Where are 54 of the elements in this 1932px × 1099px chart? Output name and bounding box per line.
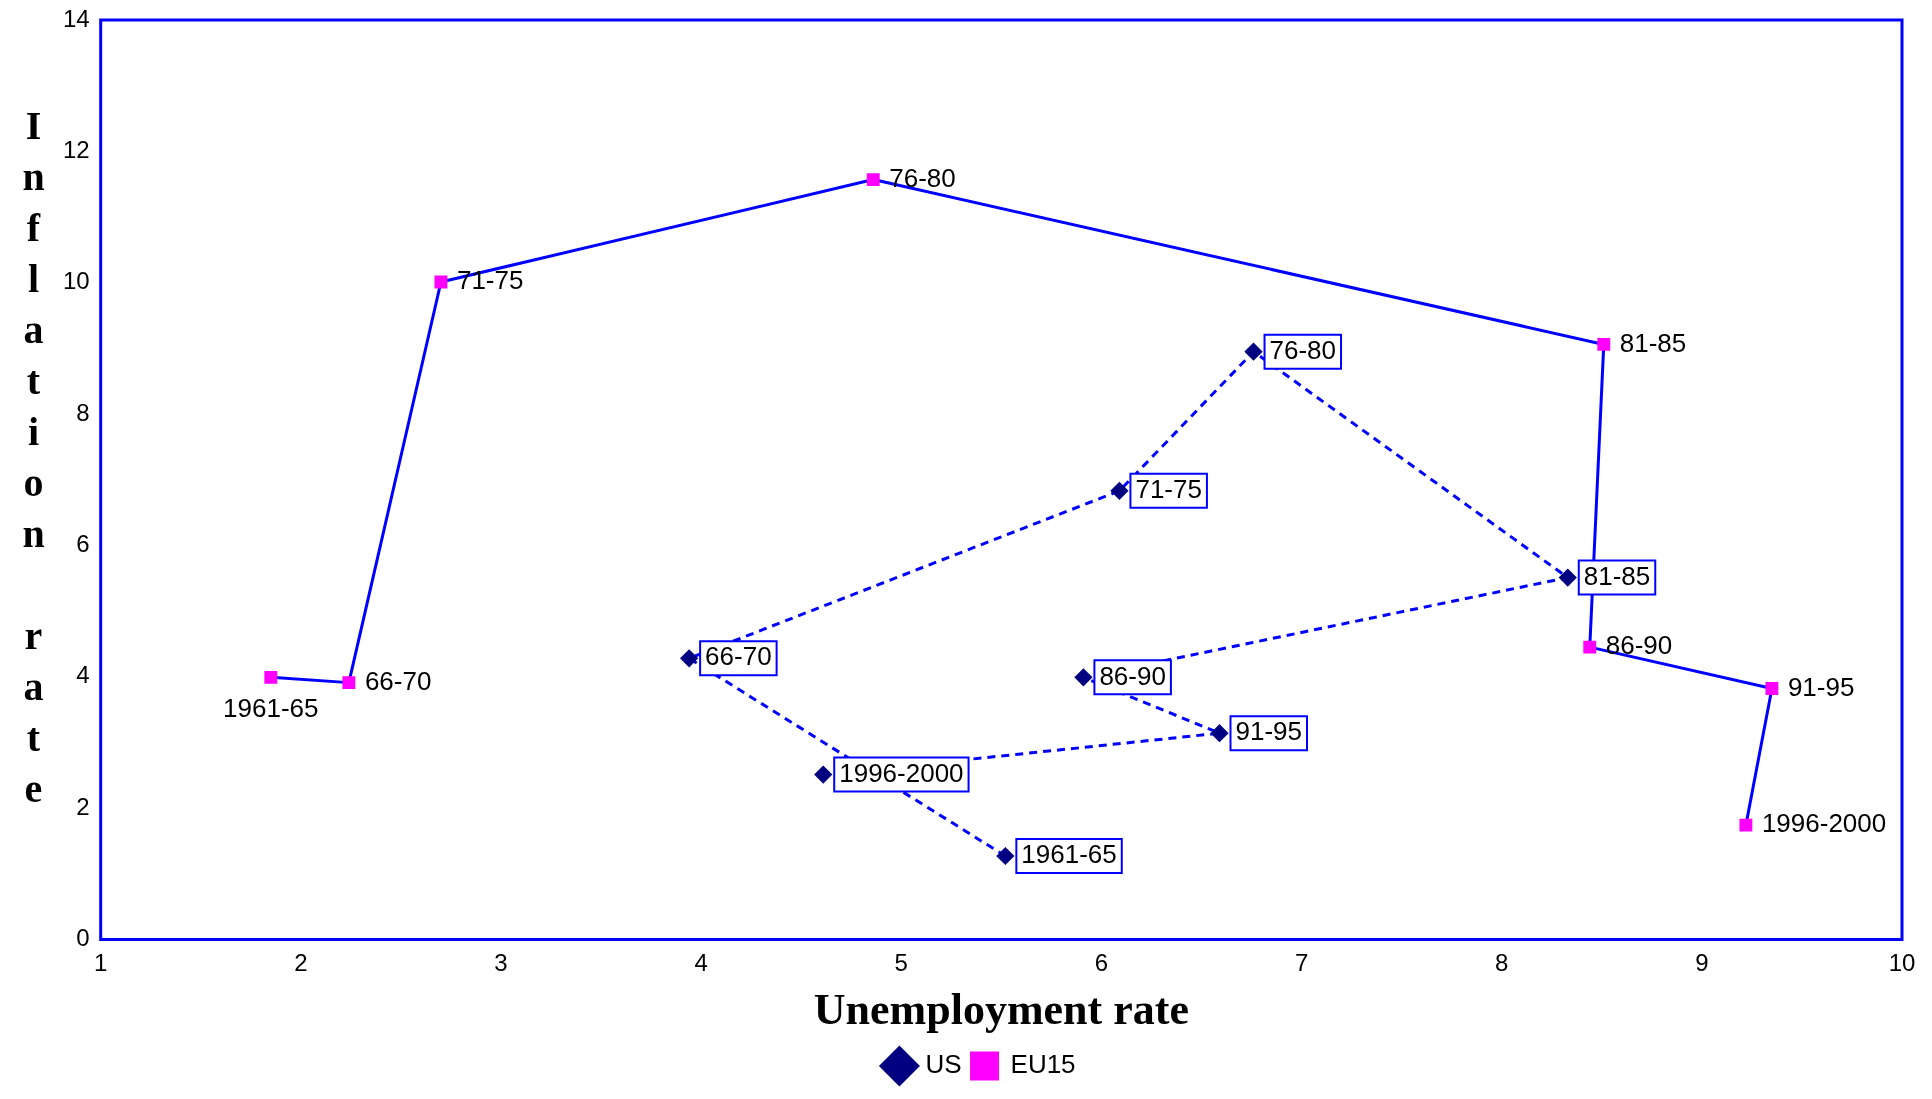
- point: [434, 275, 448, 289]
- legend-label: EU15: [1010, 1049, 1076, 1080]
- data-label: 81-85: [1619, 327, 1687, 358]
- y-tick-label: 8: [76, 398, 90, 426]
- point: [1110, 482, 1128, 500]
- y-tick-label: 14: [62, 4, 90, 32]
- data-label: 86-90: [1605, 630, 1673, 661]
- data-label: 1961-65: [223, 692, 319, 723]
- point: [1559, 569, 1577, 587]
- data-label: 76-80: [889, 162, 956, 193]
- data-label: 1961-65: [1021, 839, 1117, 870]
- point: [996, 847, 1014, 865]
- data-label: 81-85: [1583, 560, 1651, 591]
- data-label: 1996-2000: [1761, 808, 1887, 839]
- point: [1211, 724, 1229, 742]
- data-label: 91-95: [1787, 671, 1855, 702]
- x-tick-label: 3: [494, 949, 508, 977]
- point: [264, 670, 278, 684]
- y-axis-title: Inflation rate: [10, 102, 57, 819]
- x-tick-label: 6: [1094, 949, 1109, 977]
- data-label: 66-70: [364, 665, 432, 696]
- y-tick-label: 10: [62, 267, 90, 295]
- legend-label: US: [925, 1049, 962, 1080]
- y-tick-label: 4: [76, 661, 90, 689]
- x-tick-label: 10: [1888, 949, 1916, 977]
- point: [1765, 682, 1779, 695]
- y-tick-label: 12: [62, 135, 90, 163]
- data-label: 86-90: [1099, 660, 1166, 691]
- point: [866, 173, 880, 187]
- data-label: 1996-2000: [839, 757, 964, 788]
- data-label: 91-95: [1235, 716, 1303, 747]
- x-tick-label: 9: [1695, 949, 1709, 977]
- y-tick-label: 6: [76, 530, 90, 557]
- data-label: 71-75: [456, 265, 524, 296]
- point: [1739, 818, 1753, 832]
- y-tick-label: 2: [76, 792, 90, 820]
- point: [680, 649, 698, 667]
- point: [814, 766, 832, 784]
- point: [1245, 343, 1263, 361]
- x-tick-label: 1: [94, 949, 108, 977]
- x-tick-label: 7: [1294, 949, 1309, 977]
- x-axis-title: Unemployment rate: [813, 984, 1189, 1034]
- y-tick-label: 0: [76, 924, 90, 952]
- x-tick-label: 2: [294, 949, 308, 977]
- point: [342, 676, 356, 690]
- point: [1583, 640, 1597, 654]
- point: [1597, 337, 1611, 351]
- x-tick-label: 4: [694, 949, 708, 977]
- data-label: 66-70: [705, 641, 772, 672]
- x-tick-label: 5: [894, 949, 908, 977]
- x-tick-label: 8: [1495, 949, 1509, 977]
- data-label: 76-80: [1269, 334, 1337, 365]
- data-label: 71-75: [1135, 474, 1202, 505]
- point: [1074, 668, 1092, 686]
